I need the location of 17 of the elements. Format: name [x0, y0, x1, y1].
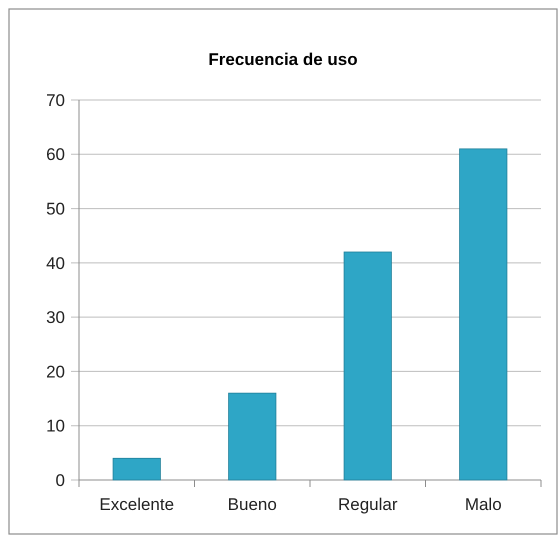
y-tick-label: 40 — [46, 254, 65, 273]
y-tick-label: 70 — [46, 90, 65, 110]
x-tick-label: Malo — [464, 495, 502, 514]
x-tick-label: Bueno — [228, 495, 277, 514]
y-tick-label: 20 — [46, 362, 65, 382]
x-tick-label: Excelente — [99, 495, 174, 514]
chart-title: Frecuencia de uso — [208, 50, 358, 69]
x-tick-label: Regular — [338, 495, 398, 514]
bar — [459, 148, 508, 480]
bar — [344, 252, 392, 480]
bar — [228, 392, 276, 480]
bar — [112, 458, 161, 480]
y-tick-label: 30 — [46, 308, 65, 328]
y-tick-label: 10 — [46, 416, 65, 436]
y-tick-label: 50 — [46, 200, 65, 219]
y-tick-label: 60 — [46, 145, 65, 164]
y-tick-label: 0 — [56, 470, 65, 490]
